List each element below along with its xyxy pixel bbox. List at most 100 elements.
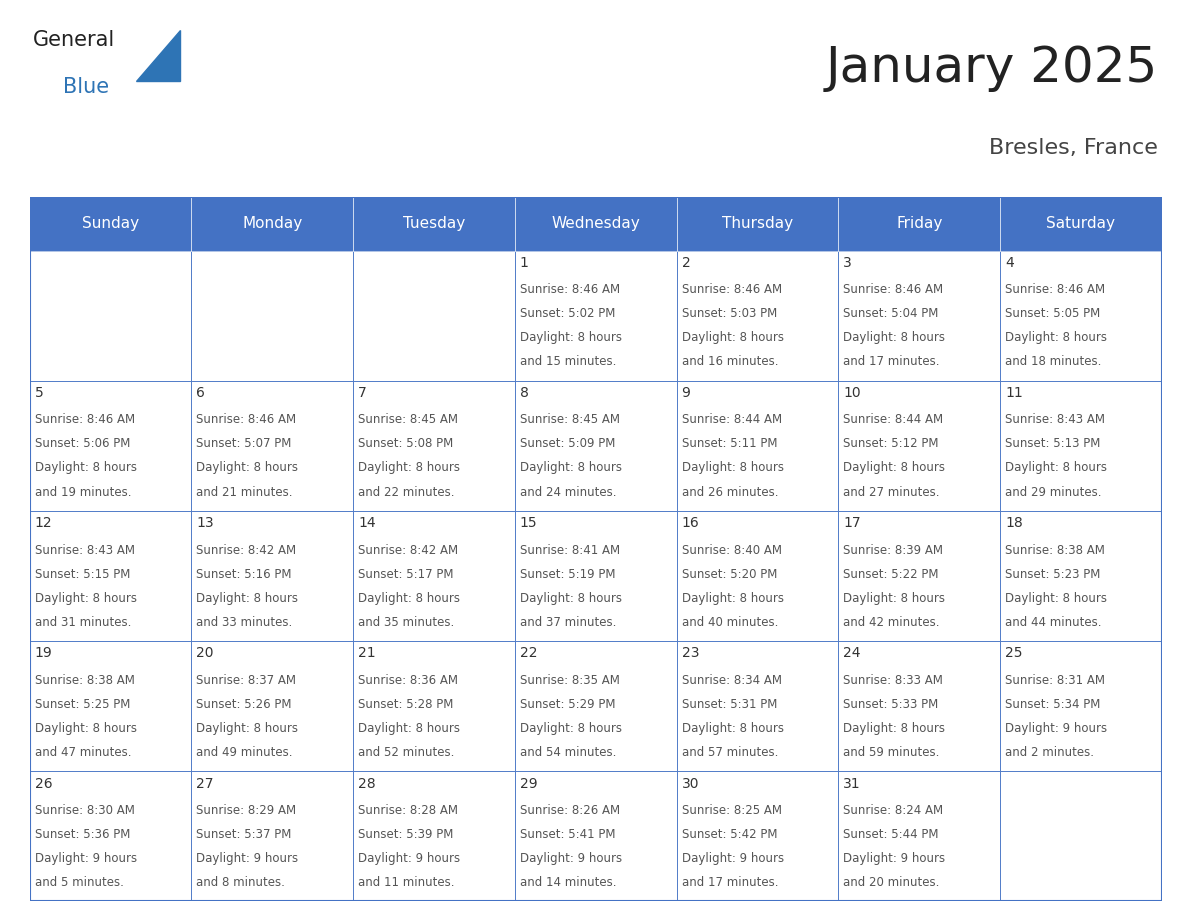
Text: Daylight: 8 hours: Daylight: 8 hours <box>196 722 298 734</box>
Bar <box>514 197 677 251</box>
Text: Sunset: 5:22 PM: Sunset: 5:22 PM <box>843 567 939 580</box>
Text: Daylight: 8 hours: Daylight: 8 hours <box>682 331 784 344</box>
Bar <box>839 511 1000 641</box>
Text: Sunrise: 8:26 AM: Sunrise: 8:26 AM <box>520 804 620 817</box>
Text: and 17 minutes.: and 17 minutes. <box>682 876 778 890</box>
Text: Sunrise: 8:34 AM: Sunrise: 8:34 AM <box>682 674 782 687</box>
Text: and 57 minutes.: and 57 minutes. <box>682 746 778 759</box>
Text: Sunset: 5:41 PM: Sunset: 5:41 PM <box>520 828 615 841</box>
Text: and 24 minutes.: and 24 minutes. <box>520 486 617 498</box>
Text: 31: 31 <box>843 777 861 790</box>
Text: Sunrise: 8:31 AM: Sunrise: 8:31 AM <box>1005 674 1105 687</box>
Polygon shape <box>137 29 179 82</box>
Text: Sunrise: 8:43 AM: Sunrise: 8:43 AM <box>34 543 134 556</box>
Text: Sunrise: 8:38 AM: Sunrise: 8:38 AM <box>1005 543 1105 556</box>
Text: Daylight: 9 hours: Daylight: 9 hours <box>520 852 621 865</box>
Text: Sunrise: 8:25 AM: Sunrise: 8:25 AM <box>682 804 782 817</box>
Text: Sunrise: 8:46 AM: Sunrise: 8:46 AM <box>682 283 782 297</box>
Text: 27: 27 <box>196 777 214 790</box>
Bar <box>514 771 677 901</box>
Text: 21: 21 <box>358 646 375 660</box>
Text: Sunset: 5:17 PM: Sunset: 5:17 PM <box>358 567 454 580</box>
Bar <box>1000 641 1162 771</box>
Text: Daylight: 8 hours: Daylight: 8 hours <box>843 462 946 475</box>
Text: Friday: Friday <box>896 217 942 231</box>
Text: and 31 minutes.: and 31 minutes. <box>34 616 131 629</box>
Text: and 29 minutes.: and 29 minutes. <box>1005 486 1101 498</box>
Bar <box>514 381 677 511</box>
Text: Daylight: 9 hours: Daylight: 9 hours <box>1005 722 1107 734</box>
Text: Sunrise: 8:29 AM: Sunrise: 8:29 AM <box>196 804 297 817</box>
Text: 16: 16 <box>682 516 700 531</box>
Text: Daylight: 8 hours: Daylight: 8 hours <box>520 722 621 734</box>
Text: Sunset: 5:11 PM: Sunset: 5:11 PM <box>682 437 777 451</box>
Text: 28: 28 <box>358 777 375 790</box>
Text: Sunday: Sunday <box>82 217 139 231</box>
Text: Sunrise: 8:44 AM: Sunrise: 8:44 AM <box>843 413 943 426</box>
Text: 10: 10 <box>843 386 861 400</box>
Text: Sunset: 5:04 PM: Sunset: 5:04 PM <box>843 308 939 320</box>
Bar <box>191 197 353 251</box>
Bar <box>353 251 514 381</box>
Text: 3: 3 <box>843 256 852 270</box>
Text: Sunset: 5:03 PM: Sunset: 5:03 PM <box>682 308 777 320</box>
Bar <box>1000 251 1162 381</box>
Text: Sunrise: 8:45 AM: Sunrise: 8:45 AM <box>358 413 459 426</box>
Text: Sunrise: 8:37 AM: Sunrise: 8:37 AM <box>196 674 296 687</box>
Text: Daylight: 8 hours: Daylight: 8 hours <box>520 462 621 475</box>
Bar <box>677 771 839 901</box>
Text: Sunset: 5:16 PM: Sunset: 5:16 PM <box>196 567 292 580</box>
Text: 18: 18 <box>1005 516 1023 531</box>
Text: Sunset: 5:42 PM: Sunset: 5:42 PM <box>682 828 777 841</box>
Text: 15: 15 <box>520 516 537 531</box>
Text: and 52 minutes.: and 52 minutes. <box>358 746 454 759</box>
Text: and 20 minutes.: and 20 minutes. <box>843 876 940 890</box>
Text: and 47 minutes.: and 47 minutes. <box>34 746 131 759</box>
Bar <box>514 251 677 381</box>
Text: Sunrise: 8:28 AM: Sunrise: 8:28 AM <box>358 804 459 817</box>
Text: 25: 25 <box>1005 646 1023 660</box>
Text: Sunrise: 8:35 AM: Sunrise: 8:35 AM <box>520 674 620 687</box>
Bar <box>677 641 839 771</box>
Bar <box>839 381 1000 511</box>
Text: Sunset: 5:36 PM: Sunset: 5:36 PM <box>34 828 129 841</box>
Text: and 49 minutes.: and 49 minutes. <box>196 746 292 759</box>
Text: Daylight: 9 hours: Daylight: 9 hours <box>843 852 946 865</box>
Text: Wednesday: Wednesday <box>551 217 640 231</box>
Text: Saturday: Saturday <box>1047 217 1116 231</box>
Text: Sunrise: 8:46 AM: Sunrise: 8:46 AM <box>1005 283 1105 297</box>
Text: Sunrise: 8:46 AM: Sunrise: 8:46 AM <box>843 283 943 297</box>
Text: 24: 24 <box>843 646 861 660</box>
Text: Sunset: 5:13 PM: Sunset: 5:13 PM <box>1005 437 1100 451</box>
Bar <box>839 251 1000 381</box>
Text: and 22 minutes.: and 22 minutes. <box>358 486 455 498</box>
Text: Daylight: 8 hours: Daylight: 8 hours <box>1005 592 1107 605</box>
Text: and 40 minutes.: and 40 minutes. <box>682 616 778 629</box>
Text: Sunset: 5:39 PM: Sunset: 5:39 PM <box>358 828 454 841</box>
Text: Sunset: 5:34 PM: Sunset: 5:34 PM <box>1005 698 1100 711</box>
Bar <box>353 197 514 251</box>
Text: Sunrise: 8:40 AM: Sunrise: 8:40 AM <box>682 543 782 556</box>
Text: Daylight: 8 hours: Daylight: 8 hours <box>520 592 621 605</box>
Bar <box>30 511 191 641</box>
Text: Sunset: 5:23 PM: Sunset: 5:23 PM <box>1005 567 1100 580</box>
Text: and 15 minutes.: and 15 minutes. <box>520 355 617 368</box>
Text: Daylight: 9 hours: Daylight: 9 hours <box>358 852 460 865</box>
Text: and 21 minutes.: and 21 minutes. <box>196 486 292 498</box>
Text: Sunrise: 8:45 AM: Sunrise: 8:45 AM <box>520 413 620 426</box>
Text: Daylight: 8 hours: Daylight: 8 hours <box>358 722 460 734</box>
Bar <box>839 197 1000 251</box>
Text: Sunset: 5:28 PM: Sunset: 5:28 PM <box>358 698 454 711</box>
Text: Sunrise: 8:42 AM: Sunrise: 8:42 AM <box>196 543 297 556</box>
Text: 9: 9 <box>682 386 690 400</box>
Bar <box>191 251 353 381</box>
Text: and 11 minutes.: and 11 minutes. <box>358 876 455 890</box>
Text: 8: 8 <box>520 386 529 400</box>
Text: 11: 11 <box>1005 386 1023 400</box>
Text: Sunrise: 8:42 AM: Sunrise: 8:42 AM <box>358 543 459 556</box>
Text: 1: 1 <box>520 256 529 270</box>
Text: 22: 22 <box>520 646 537 660</box>
Text: Sunset: 5:37 PM: Sunset: 5:37 PM <box>196 828 292 841</box>
Bar <box>1000 771 1162 901</box>
Bar <box>191 381 353 511</box>
